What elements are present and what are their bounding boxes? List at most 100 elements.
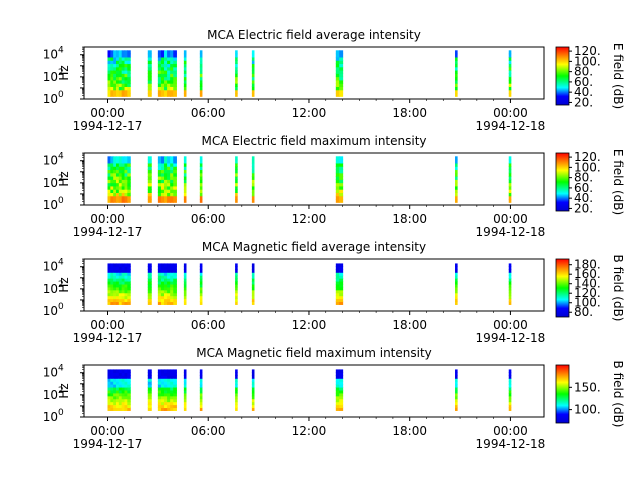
spectrogram-cell (508, 392, 512, 397)
spectrogram-cell (118, 166, 123, 171)
spectrogram-cell (251, 79, 255, 84)
spectrogram-cell (508, 295, 512, 300)
spectrogram-cell (107, 386, 111, 391)
spectrogram-cell (124, 185, 128, 190)
spectrogram-cell (199, 381, 203, 385)
spectrogram-cell (170, 92, 174, 97)
spectrogram-cell (118, 386, 123, 391)
spectrogram-cell (110, 156, 114, 161)
spectrogram-cell (335, 386, 340, 391)
spectrogram-cell (173, 169, 177, 174)
y-tick-exponent: 0 (58, 90, 64, 100)
spectrogram-cell (170, 66, 174, 71)
spectrogram-cell (110, 83, 114, 87)
spectrogram-cell (160, 89, 165, 94)
spectrogram-cell (121, 378, 126, 382)
spectrogram-cell (167, 272, 171, 276)
spectrogram-cell (118, 275, 123, 279)
spectrogram-cell (124, 395, 128, 400)
spectrogram-cell (110, 395, 114, 400)
spectrogram-cell (199, 404, 203, 409)
spectrogram-cell (235, 407, 238, 411)
y-tick-exponent: 2 (58, 68, 64, 78)
spectrogram-cell (508, 372, 512, 376)
spectrogram-cell (508, 301, 512, 305)
spectrogram-cell (164, 66, 168, 71)
spectrogram-cell (508, 66, 512, 71)
spectrogram-cell (167, 83, 171, 87)
spectrogram-cell (118, 76, 123, 81)
spectrogram-cell (164, 392, 168, 397)
spectrogram-cell (167, 63, 171, 68)
colorbar-label: B field (dB) (611, 361, 625, 428)
spectrogram-cell (147, 392, 152, 397)
spectrogram-cell (508, 269, 512, 273)
spectrogram-cell (183, 53, 187, 58)
spectrogram-cell (127, 60, 131, 65)
spectrogram-cell (251, 407, 255, 411)
spectrogram-cell (118, 384, 123, 388)
spectrogram-cell (173, 76, 177, 81)
spectrogram-cell (508, 266, 512, 270)
spectrogram-cell (127, 401, 131, 406)
spectrogram-cell (339, 298, 344, 303)
spectrogram-cell (335, 392, 340, 397)
colorbar-tick-label: 80. (574, 65, 593, 79)
spectrogram-cell (183, 263, 187, 267)
x-tick-label: 06:00 (191, 212, 226, 226)
spectrogram-cell (455, 179, 458, 184)
spectrogram-cell (107, 192, 111, 197)
spectrogram-cell (173, 372, 177, 376)
spectrogram-cell (124, 189, 128, 193)
panel-title: MCA Magnetic field average intensity (202, 240, 426, 254)
colorbar-tick-label: 80. (574, 171, 593, 185)
spectrogram-cell (235, 63, 238, 68)
spectrogram-cell (335, 92, 340, 97)
spectrogram-cell (110, 269, 114, 273)
spectrogram-cell (113, 298, 117, 303)
spectrogram-cell (116, 286, 120, 291)
spectrogram-cell (235, 56, 238, 61)
spectrogram-cell (113, 286, 117, 291)
spectrogram-cell (235, 86, 238, 91)
spectrogram-cell (147, 283, 152, 288)
spectrogram-cell (107, 195, 111, 200)
spectrogram-cell (121, 389, 126, 394)
spectrogram-cell (160, 398, 165, 403)
spectrogram-cell (160, 389, 165, 394)
spectrogram-cell (147, 73, 152, 78)
spectrogram-cell (113, 185, 117, 190)
spectrogram-cell (170, 89, 174, 94)
spectrogram-cell (170, 292, 174, 297)
spectrogram-cell (110, 189, 114, 193)
spectrogram-cell (251, 275, 255, 279)
spectrogram-cell (127, 83, 131, 87)
spectrogram-cell (173, 63, 177, 68)
spectrogram-cell (157, 166, 162, 171)
spectrogram-cell (335, 407, 340, 411)
spectrogram-cell (167, 162, 171, 167)
spectrogram-cell (118, 159, 123, 164)
spectrogram-cell (121, 156, 126, 161)
spectrogram-cell (339, 404, 344, 409)
spectrogram-cell (121, 198, 126, 203)
spectrogram-cell (339, 301, 344, 305)
spectrogram-cell (508, 182, 512, 187)
spectrogram-cell (251, 182, 255, 187)
spectrogram-cell (199, 66, 203, 71)
x-tick-label: 06:00 (191, 106, 226, 120)
x-tick-label: 06:00 (191, 424, 226, 438)
spectrogram-cell (251, 73, 255, 78)
spectrogram-cell (199, 189, 203, 193)
spectrogram-cell (199, 272, 203, 276)
spectrogram-cell (124, 263, 128, 267)
spectrogram-cell (235, 60, 238, 65)
spectrogram-cell (335, 280, 340, 285)
spectrogram-cell (335, 369, 340, 373)
spectrogram-cell (167, 156, 171, 161)
spectrogram-cell (118, 407, 123, 411)
spectrogram-cell (157, 89, 162, 94)
spectrogram-cell (127, 166, 131, 171)
y-tick-exponent: 4 (58, 364, 64, 374)
spectrogram-cell (113, 86, 117, 91)
